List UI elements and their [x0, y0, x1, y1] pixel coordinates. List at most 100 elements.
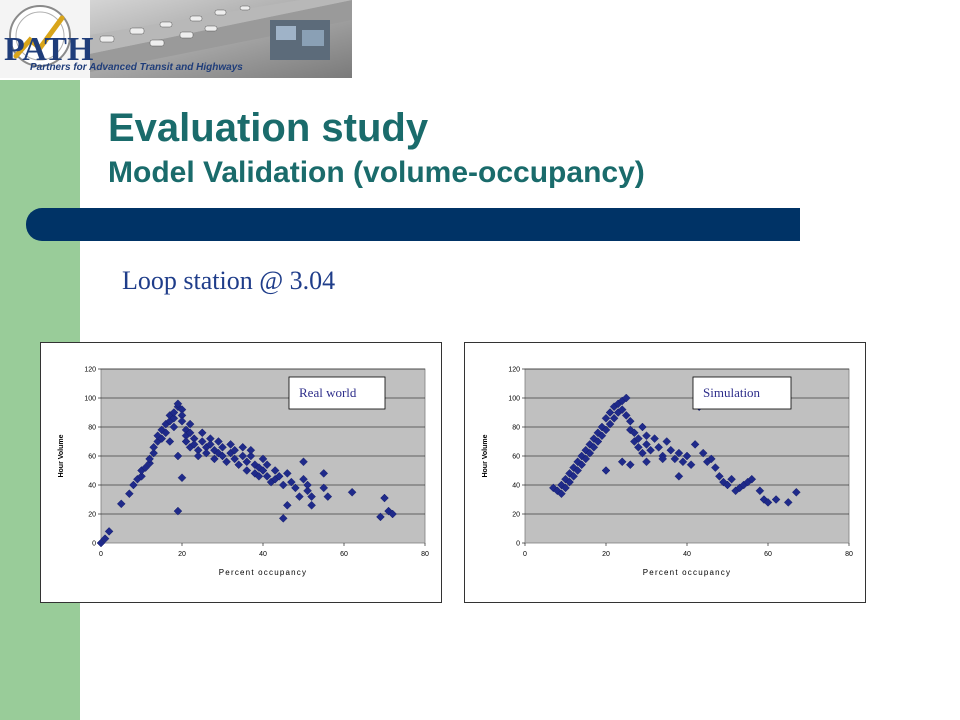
data-point [589, 443, 599, 452]
slide-subtitle: Model Validation (volume-occupancy) [108, 156, 645, 189]
data-point [242, 457, 252, 467]
y-tick-label: 120 [508, 367, 520, 374]
data-point [189, 440, 199, 449]
data-point [283, 501, 292, 510]
data-point [597, 431, 607, 440]
data-point [569, 463, 578, 472]
data-point [238, 443, 248, 452]
data-point [376, 512, 385, 522]
path-logo-mark: PATH [4, 31, 93, 68]
legend-label: Real world [299, 385, 357, 400]
data-point [283, 469, 292, 478]
data-point [242, 466, 252, 475]
data-point [161, 428, 171, 438]
legend-box [692, 376, 792, 410]
data-point [137, 472, 146, 481]
y-axis-title: Hour Volume [58, 434, 65, 477]
data-point [185, 428, 195, 438]
data-point [747, 474, 757, 484]
y-axis-title: Hour Volume [482, 434, 489, 477]
highway-photo: PATH [0, 0, 352, 78]
data-point [246, 451, 256, 461]
x-tick-label: 20 [602, 551, 610, 558]
data-point [658, 454, 667, 464]
data-point [674, 472, 684, 481]
path-logo-banner: PATH Partners for Advanced Transit and H… [0, 0, 352, 78]
data-point [234, 460, 243, 469]
data-point [96, 538, 106, 548]
data-point [682, 451, 692, 461]
data-point [642, 431, 651, 440]
real-world-scatter: 0 20 40 60 80 100 120 0 20 40 60 80 Percent occupanc… [58, 367, 429, 578]
data-point [100, 534, 110, 543]
y-tick-label: 40 [88, 483, 96, 490]
data-point [291, 483, 300, 493]
data-point [605, 408, 615, 417]
data-point [262, 460, 272, 469]
data-point [169, 408, 179, 417]
x-axis-title: Percent occupancy [219, 568, 307, 577]
data-point [569, 472, 578, 481]
data-point [646, 445, 655, 455]
data-point [617, 457, 627, 467]
y-tick-label: 100 [84, 396, 96, 403]
data-point [270, 466, 280, 475]
data-point [218, 443, 227, 452]
data-point [686, 460, 696, 469]
y-tick-label: 80 [512, 425, 520, 432]
simulation-scatter: 0 20 40 60 80 100 120 0 20 40 60 80 Percent occupanc… [482, 367, 853, 578]
data-point [177, 473, 187, 483]
y-tick-label: 60 [88, 454, 96, 461]
chart-simulation: 0 20 40 60 80 100 120 0 20 40 60 80 Percent occupanc… [464, 342, 866, 603]
chart-real-world: 0 20 40 60 80 100 120 0 20 40 60 80 Percent occupanc… [40, 342, 442, 603]
slide-heading: Loop station @ 3.04 [122, 266, 336, 295]
data-point [246, 445, 256, 455]
data-point [319, 469, 329, 478]
data-point [218, 451, 227, 461]
data-point [226, 440, 235, 449]
data-point [173, 399, 183, 409]
data-point [274, 472, 284, 481]
data-point [177, 416, 187, 426]
legend-box [288, 376, 386, 410]
y-tick-label: 120 [84, 367, 96, 374]
data-point [347, 487, 357, 497]
y-tick-label: 40 [512, 483, 520, 490]
data-point [698, 448, 708, 458]
data-point [181, 437, 191, 446]
y-tick-label: 100 [508, 396, 520, 403]
data-point [173, 506, 183, 516]
data-point [145, 458, 154, 468]
x-tick-label: 0 [523, 551, 527, 558]
logo-tagline: Partners for Advanced Transit and Highwa… [30, 62, 243, 73]
y-tick-label: 20 [512, 512, 520, 519]
data-point [254, 463, 264, 472]
data-point [585, 448, 595, 458]
data-point [621, 393, 631, 403]
data-point [169, 422, 179, 432]
data-point [626, 416, 635, 426]
data-point [210, 454, 219, 464]
data-point [723, 480, 732, 490]
data-point [581, 454, 591, 464]
legend-label: Simulation [703, 385, 761, 400]
data-point [609, 414, 619, 423]
data-point [711, 463, 720, 472]
data-point [169, 414, 179, 423]
data-point [755, 486, 765, 496]
data-point [116, 499, 126, 509]
x-axis-title: Percent occupancy [643, 568, 731, 577]
data-point [573, 466, 582, 475]
y-tick-label: 20 [88, 512, 96, 519]
data-point [149, 448, 158, 458]
slide-title: Evaluation study [108, 106, 429, 150]
data-point [149, 443, 158, 452]
data-point [634, 443, 643, 452]
x-tick-label: 20 [178, 551, 186, 558]
data-point [193, 451, 203, 461]
data-point [605, 419, 615, 429]
data-point [197, 428, 207, 438]
data-point [783, 498, 793, 507]
data-point [303, 486, 312, 496]
data-point [642, 457, 651, 467]
